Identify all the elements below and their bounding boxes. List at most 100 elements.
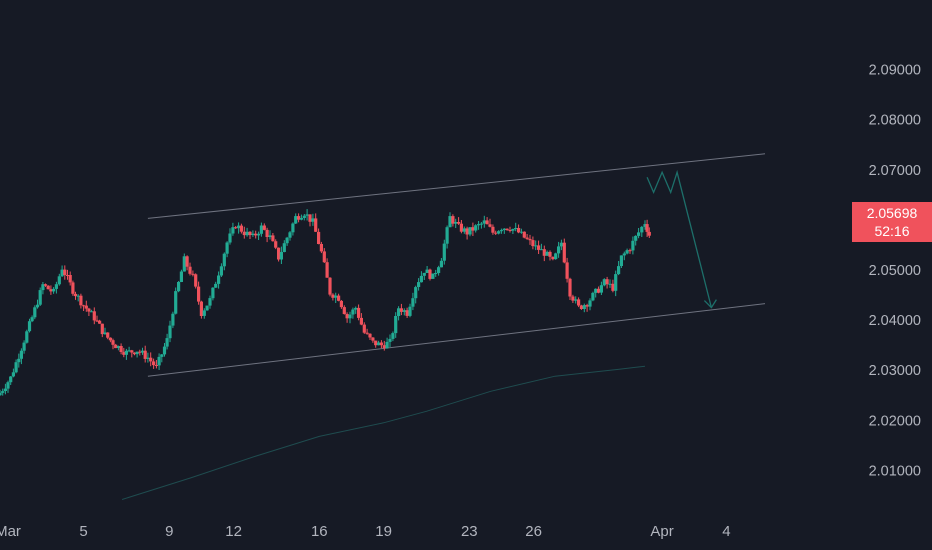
candle-body (505, 228, 509, 230)
candle-body (514, 228, 518, 229)
candle-body (359, 317, 363, 325)
candle-body (38, 290, 42, 305)
candle-body (602, 279, 606, 286)
candle-body (87, 308, 91, 312)
candle-body (328, 277, 332, 295)
candle-body (182, 256, 186, 272)
candle-body (291, 223, 295, 233)
candle-body (377, 342, 381, 346)
x-tick-label: 19 (375, 523, 392, 540)
candle-body (568, 278, 572, 297)
candle-body (265, 229, 269, 237)
candle-body (228, 233, 232, 243)
candle-body (146, 357, 150, 359)
candle-body (499, 230, 503, 232)
candle-body (92, 311, 96, 321)
candle-body (108, 337, 112, 341)
candle-body (571, 296, 575, 301)
candle-body (268, 235, 272, 237)
candle-body (194, 274, 198, 287)
moving-average-line (121, 365, 646, 500)
candle-body (231, 227, 235, 234)
candle-body (342, 307, 346, 314)
last-price-badge: 2.05698 52:16 (852, 202, 932, 242)
candle-body (52, 288, 56, 292)
candle-body (138, 351, 142, 353)
candle-body (116, 346, 120, 348)
candle-body (422, 272, 426, 276)
candle-body (579, 305, 583, 309)
y-tick-label: 2.07000 (869, 163, 921, 179)
candle-body (279, 252, 283, 260)
y-tick-label: 2.02000 (869, 413, 921, 429)
candle-body (43, 284, 48, 286)
candle-body (537, 245, 541, 250)
candle-body (160, 354, 164, 357)
candle-body (348, 314, 352, 319)
candle-body (334, 295, 338, 298)
candle-body (439, 260, 443, 268)
candle-body (574, 299, 578, 301)
candle-body (448, 216, 452, 228)
candle-body (417, 282, 421, 287)
candle-body (90, 311, 94, 313)
candle-body (46, 285, 50, 290)
candle-body (582, 305, 586, 309)
candle-body (562, 242, 566, 263)
candle-body (485, 220, 489, 225)
candle-body (25, 331, 29, 343)
candle-body (288, 232, 292, 238)
candle-body (214, 283, 218, 288)
candle-body (154, 365, 158, 366)
candle-body (277, 247, 281, 260)
candle-body (468, 227, 472, 235)
candle-body (3, 388, 7, 391)
candle-body (388, 338, 392, 342)
candle-body (9, 376, 13, 383)
candle-body (545, 251, 549, 256)
candle-body (60, 269, 64, 277)
candle-body (488, 224, 492, 227)
candle-body (314, 218, 318, 232)
candle-body (477, 224, 481, 226)
candle-body (628, 250, 632, 252)
y-tick-label: 2.03000 (869, 363, 921, 379)
candle-body (259, 225, 263, 234)
candle-body (225, 242, 229, 254)
candle-body (482, 220, 486, 224)
x-tick-label: Apr (650, 523, 673, 540)
candle-body (76, 295, 80, 297)
candle-body (217, 275, 221, 284)
candle-body (274, 241, 278, 248)
candle-body (434, 273, 438, 274)
candle-body (437, 267, 441, 273)
candle-body (539, 249, 543, 251)
candle-body (162, 346, 167, 355)
candle-body (57, 276, 61, 285)
candle-body (317, 231, 321, 244)
candle-body (191, 273, 195, 275)
y-tick-label: 2.05000 (869, 263, 921, 279)
channel-upper-line (147, 153, 766, 219)
candle-body (534, 245, 538, 247)
candle-body (19, 350, 23, 359)
candle-body (559, 242, 563, 247)
candle-body (565, 262, 569, 279)
candle-body (132, 352, 137, 355)
candle-body (577, 299, 581, 306)
candle-body (188, 266, 192, 274)
candle-body (402, 310, 406, 312)
candle-body (103, 332, 107, 335)
candle-body (643, 224, 647, 227)
candle-body (245, 231, 249, 236)
candle-body (79, 295, 83, 306)
candle-body (152, 361, 156, 366)
candle-body (457, 222, 461, 224)
candle-body (508, 230, 512, 231)
candle-body (617, 266, 621, 275)
candle-body (234, 227, 238, 229)
candle-body (1, 391, 5, 393)
x-tick-label: 23 (461, 523, 478, 540)
candle-body (251, 233, 255, 235)
